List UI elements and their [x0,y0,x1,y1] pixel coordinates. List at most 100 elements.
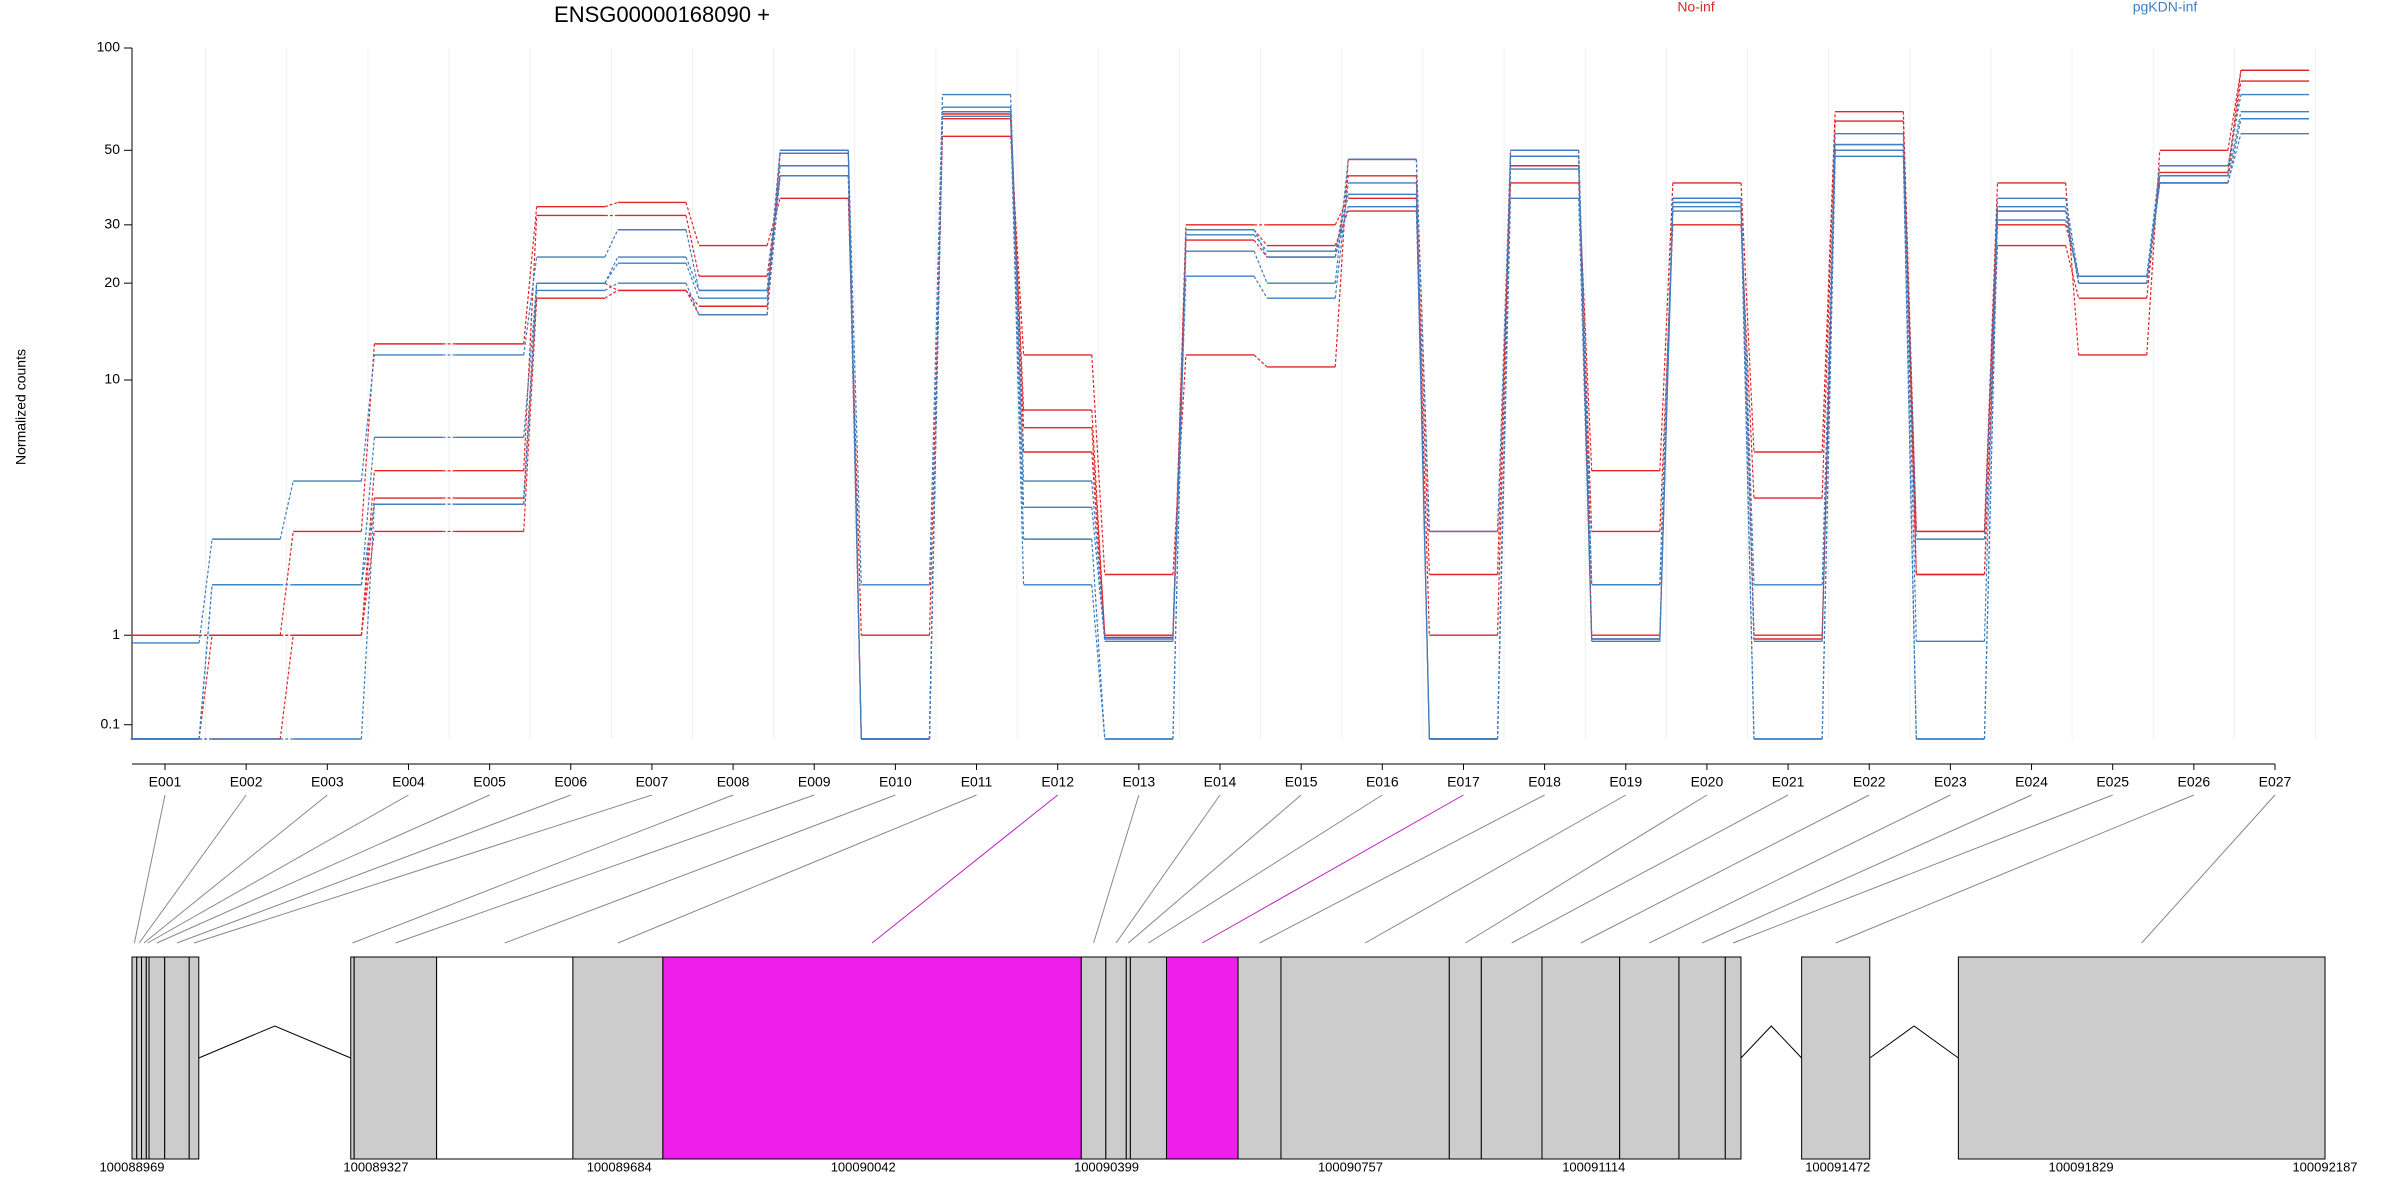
count-connector [1010,116,1025,585]
count-connector [1415,206,1430,740]
count-connector [1740,202,1755,642]
genome-tick-label: 100092187 [2292,1159,2357,1174]
count-connector [1415,159,1430,532]
x-tick-label: E005 [473,774,506,790]
genome-tick-label: 100090399 [1074,1159,1139,1174]
x-tick-label: E022 [1853,774,1886,790]
count-connector [523,206,538,344]
exon [141,956,147,1160]
exon [131,956,138,1160]
exon [1541,956,1621,1160]
count-connector [1253,275,1268,299]
exon [1280,956,1450,1160]
count-connector [1091,354,1106,575]
count-connector [1091,507,1106,642]
x-tick-label: E003 [311,774,344,790]
count-connector [360,354,375,482]
count-connector [1659,210,1674,642]
x-tick-label: E023 [1934,774,1967,790]
count-connector [2227,133,2242,184]
count-connector [1821,144,1836,642]
count-connector [685,282,700,316]
count-connector [1496,198,1512,740]
exon [350,956,355,1160]
count-connector [1496,182,1512,532]
exon [1165,956,1239,1160]
count-connector [198,635,213,740]
count-connector [1253,234,1268,252]
count-connector [604,201,619,208]
count-connector [1821,121,1836,499]
x-tick-label: E024 [2015,774,2048,790]
count-connector [2146,182,2161,284]
x-tick-label: E004 [392,774,425,790]
count-connector [279,635,294,740]
y-tick-label: 0.1 [101,715,121,731]
count-connector [198,539,213,643]
exon-link [1127,794,1302,944]
count-connector [2227,111,2242,176]
count-connector [685,215,700,277]
count-connector [604,262,619,284]
count-connector [1091,481,1106,640]
x-tick-label: E014 [1204,774,1237,790]
count-connector [1902,156,1917,740]
x-tick-label: E016 [1366,774,1399,790]
count-connector [1496,150,1512,636]
y-tick-label: 10 [104,371,120,387]
intron [198,1025,351,1059]
count-connector [2227,118,2242,184]
exon [353,956,438,1160]
exon-link [1259,794,1545,944]
count-connector [2227,94,2242,166]
x-tick-label: E011 [961,774,993,790]
count-connector [2065,206,2080,284]
x-tick-label: E025 [2096,774,2129,790]
x-tick-label: E026 [2177,774,2210,790]
count-connector [1821,156,1836,740]
count-connector [1983,220,1999,740]
count-connector [604,289,619,299]
genome-tick-label: 100088969 [99,1159,164,1174]
count-connector [523,290,538,505]
y-tick-label: 50 [104,141,120,157]
count-connector [1740,211,1755,740]
exon [1480,956,1543,1160]
count-connector [1091,451,1106,638]
genome-tick-label: 100091829 [2048,1159,2113,1174]
exon [436,956,574,1160]
genome-tick-label: 100089327 [343,1159,408,1174]
x-tick-label: E027 [2259,774,2292,790]
x-tick-label: E015 [1285,774,1318,790]
x-tick-label: E017 [1447,774,1480,790]
y-tick-label: 1 [112,626,120,642]
exon-link [871,794,1059,944]
exon [1125,956,1131,1160]
count-connector [766,165,781,299]
count-connector [279,531,294,636]
count-connector [2146,182,2161,277]
x-tick-label: E019 [1609,774,1642,790]
count-connector [2227,70,2242,151]
exon [1105,956,1127,1160]
genome-tick-label: 100091472 [1805,1159,1870,1174]
count-connector [1659,182,1674,471]
count-connector [604,282,619,291]
exon-link [143,794,328,944]
count-connector [685,229,700,291]
x-tick-label: E021 [1772,774,1805,790]
exon-link [1835,794,2195,944]
count-connector [685,256,700,291]
exon-link [1701,794,2032,944]
count-connector [1821,111,1836,453]
count-connector [1253,250,1268,284]
count-connector [2065,245,2080,299]
count-connector [1253,229,1268,246]
x-tick-label: E008 [717,774,750,790]
legend-label: pgKDN-inf [2133,0,2198,15]
count-connector [1902,150,1917,740]
count-connector [1253,354,1268,368]
count-connector [2146,175,2161,284]
count-connector [1091,539,1106,740]
